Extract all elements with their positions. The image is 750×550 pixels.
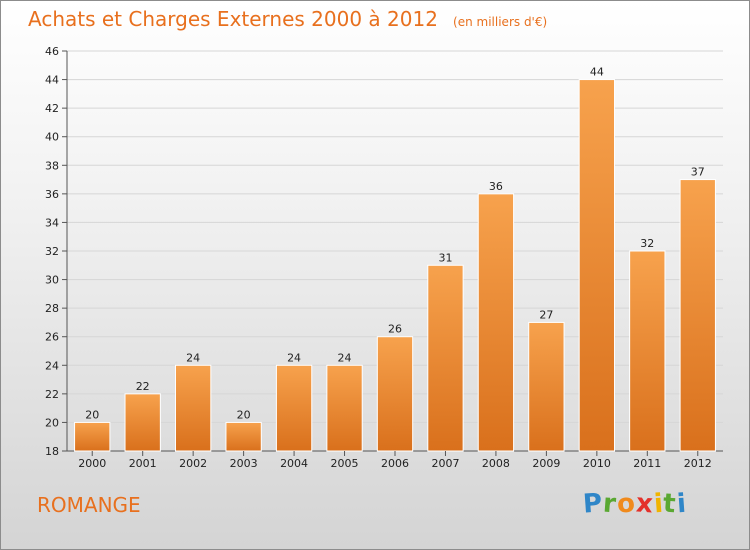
y-tick-label: 44 [45, 74, 59, 87]
y-tick-label: 30 [45, 274, 59, 287]
y-tick-label: 24 [45, 359, 59, 372]
x-tick-label: 2008 [482, 457, 510, 470]
data-label-2012: 37 [691, 166, 705, 179]
chart-title: Achats et Charges Externes 2000 à 2012 [28, 7, 438, 31]
x-tick-label: 2007 [431, 457, 459, 470]
bar-2007 [427, 264, 464, 452]
data-label-2001: 22 [136, 380, 150, 393]
x-tick-label: 2002 [179, 457, 207, 470]
y-tick-label: 42 [45, 102, 59, 115]
x-tick-label: 2011 [633, 457, 661, 470]
logo-letter: P [581, 488, 605, 520]
bar-2009 [528, 321, 565, 452]
data-label-2007: 31 [438, 251, 452, 264]
data-label-2004: 24 [287, 351, 301, 364]
data-label-2008: 36 [489, 180, 503, 193]
x-tick-label: 2009 [532, 457, 560, 470]
data-label-2005: 24 [338, 351, 352, 364]
bar-2008 [477, 193, 515, 452]
data-label-2002: 24 [186, 351, 200, 364]
data-label-2010: 44 [590, 66, 604, 79]
bar-2000 [74, 421, 111, 452]
proxiti-logo: Proxiti [581, 488, 688, 520]
bar-2012 [679, 179, 716, 452]
logo-letter: o [615, 488, 637, 520]
y-tick-label: 40 [45, 131, 59, 144]
y-tick-label: 36 [45, 188, 59, 201]
y-tick-label: 38 [45, 159, 59, 172]
x-tick-label: 2006 [381, 457, 409, 470]
commune-name: ROMANGE [37, 493, 141, 517]
y-tick-label: 26 [45, 331, 59, 344]
x-tick-label: 2003 [230, 457, 258, 470]
bar-2003 [225, 421, 262, 452]
x-tick-label: 2001 [129, 457, 157, 470]
bar-2010 [578, 79, 616, 452]
y-tick-label: 18 [45, 445, 59, 458]
data-label-2000: 20 [85, 408, 99, 421]
y-tick-label: 32 [45, 245, 59, 258]
y-tick-label: 34 [45, 216, 59, 229]
x-tick-label: 2004 [280, 457, 308, 470]
y-tick-label: 22 [45, 388, 59, 401]
y-tick-label: 20 [45, 416, 59, 429]
logo-letter: i [675, 488, 688, 520]
data-label-2006: 26 [388, 323, 402, 336]
chart-subtitle: (en milliers d'€) [453, 15, 548, 29]
bar-2002 [174, 364, 212, 452]
x-tick-label: 2005 [331, 457, 359, 470]
x-tick-label: 2012 [684, 457, 712, 470]
data-label-2011: 32 [640, 237, 654, 250]
title-row: Achats et Charges Externes 2000 à 2012 (… [28, 7, 547, 31]
bar-2004 [275, 364, 313, 452]
bar-2005 [326, 364, 363, 452]
data-label-2003: 20 [237, 408, 251, 421]
y-tick-label: 28 [45, 302, 59, 315]
y-tick-label: 46 [45, 45, 59, 58]
data-label-2009: 27 [539, 308, 553, 321]
bar-2001 [124, 393, 161, 452]
x-tick-label: 2000 [78, 457, 106, 470]
bar-2006 [376, 336, 414, 452]
bar-2011 [629, 250, 666, 452]
logo-letter: x [634, 488, 655, 520]
x-tick-label: 2010 [583, 457, 611, 470]
